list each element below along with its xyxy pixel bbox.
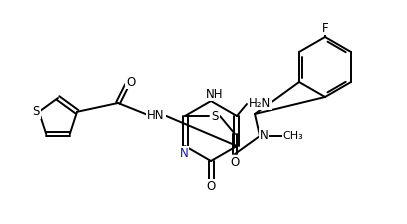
Text: NH: NH bbox=[206, 88, 224, 101]
Text: O: O bbox=[206, 179, 216, 192]
Text: S: S bbox=[32, 105, 39, 118]
Text: N: N bbox=[179, 146, 188, 159]
Text: O: O bbox=[230, 155, 240, 168]
Text: N: N bbox=[260, 129, 268, 142]
Text: H₂N: H₂N bbox=[249, 97, 271, 110]
Text: O: O bbox=[127, 75, 136, 88]
Text: HN: HN bbox=[147, 108, 165, 121]
Text: F: F bbox=[322, 22, 328, 34]
Text: S: S bbox=[211, 110, 219, 123]
Text: CH₃: CH₃ bbox=[282, 131, 303, 141]
